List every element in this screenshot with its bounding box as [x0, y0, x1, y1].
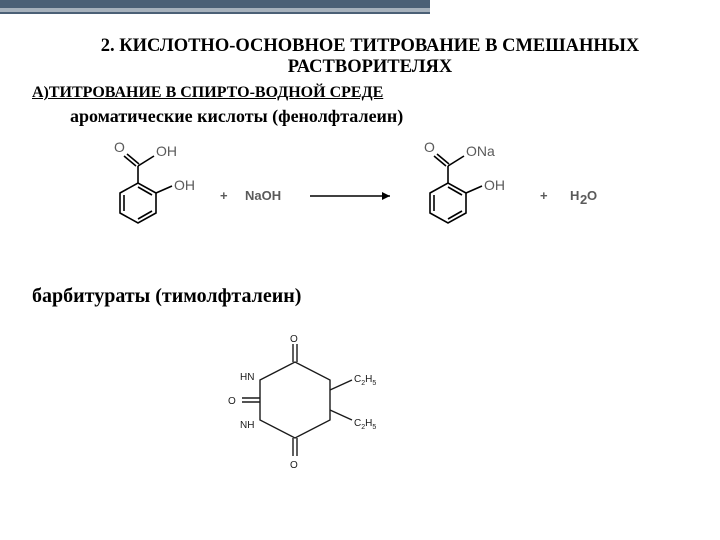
slide-subheading: А)ТИТРОВАНИЕ В СПИРТО-ВОДНОЙ СРЕДЕ: [32, 84, 383, 102]
label-oh-ring-prod: OH: [484, 177, 505, 193]
plus-1: +: [220, 188, 228, 203]
label-oh: OH: [156, 143, 177, 159]
svg-text:C2H5: C2H5: [354, 374, 376, 387]
label-o: O: [114, 139, 125, 155]
o-top: O: [290, 334, 298, 345]
hn-left: HN: [240, 372, 254, 383]
decorative-top-bar-inner: [0, 8, 430, 12]
o-bottom: O: [290, 460, 298, 471]
h2o-h: H: [570, 188, 579, 203]
c2h5-1-h: H: [365, 374, 372, 385]
nh-bottom: NH: [240, 420, 254, 431]
c2h5-1-sub2: 5: [372, 380, 376, 387]
reaction-arrowhead: [382, 192, 390, 200]
label-ona: ONa: [466, 143, 495, 159]
svg-text:C2H5: C2H5: [354, 418, 376, 431]
c2h5-2-sub2: 5: [372, 424, 376, 431]
plus-2: +: [540, 188, 548, 203]
salicylic-acid-structure: [120, 154, 172, 223]
aromatic-acids-label: ароматические кислоты (фенолфталеин): [70, 106, 403, 127]
sodium-salicylate-structure: [430, 154, 482, 223]
h2o-o: O: [587, 188, 597, 203]
reaction-scheme: O OH OH + NaOH O ONa OH + H 2 O: [80, 138, 640, 258]
naoh-label: NaOH: [245, 188, 281, 203]
label-oh-ring: OH: [174, 177, 195, 193]
label-o-prod: O: [424, 139, 435, 155]
c2h5-2-c: C: [354, 418, 361, 429]
slide-heading: 2. КИСЛОТНО-ОСНОВНОЕ ТИТРОВАНИЕ В СМЕШАН…: [60, 36, 680, 79]
o-left: O: [228, 396, 236, 407]
barbiturates-label: барбитураты (тимолфталеин): [32, 285, 301, 308]
c2h5-2-h: H: [365, 418, 372, 429]
c2h5-1-c: C: [354, 374, 361, 385]
barbiturate-structure: O O O HN NH C2H5 C2H5: [200, 330, 430, 490]
